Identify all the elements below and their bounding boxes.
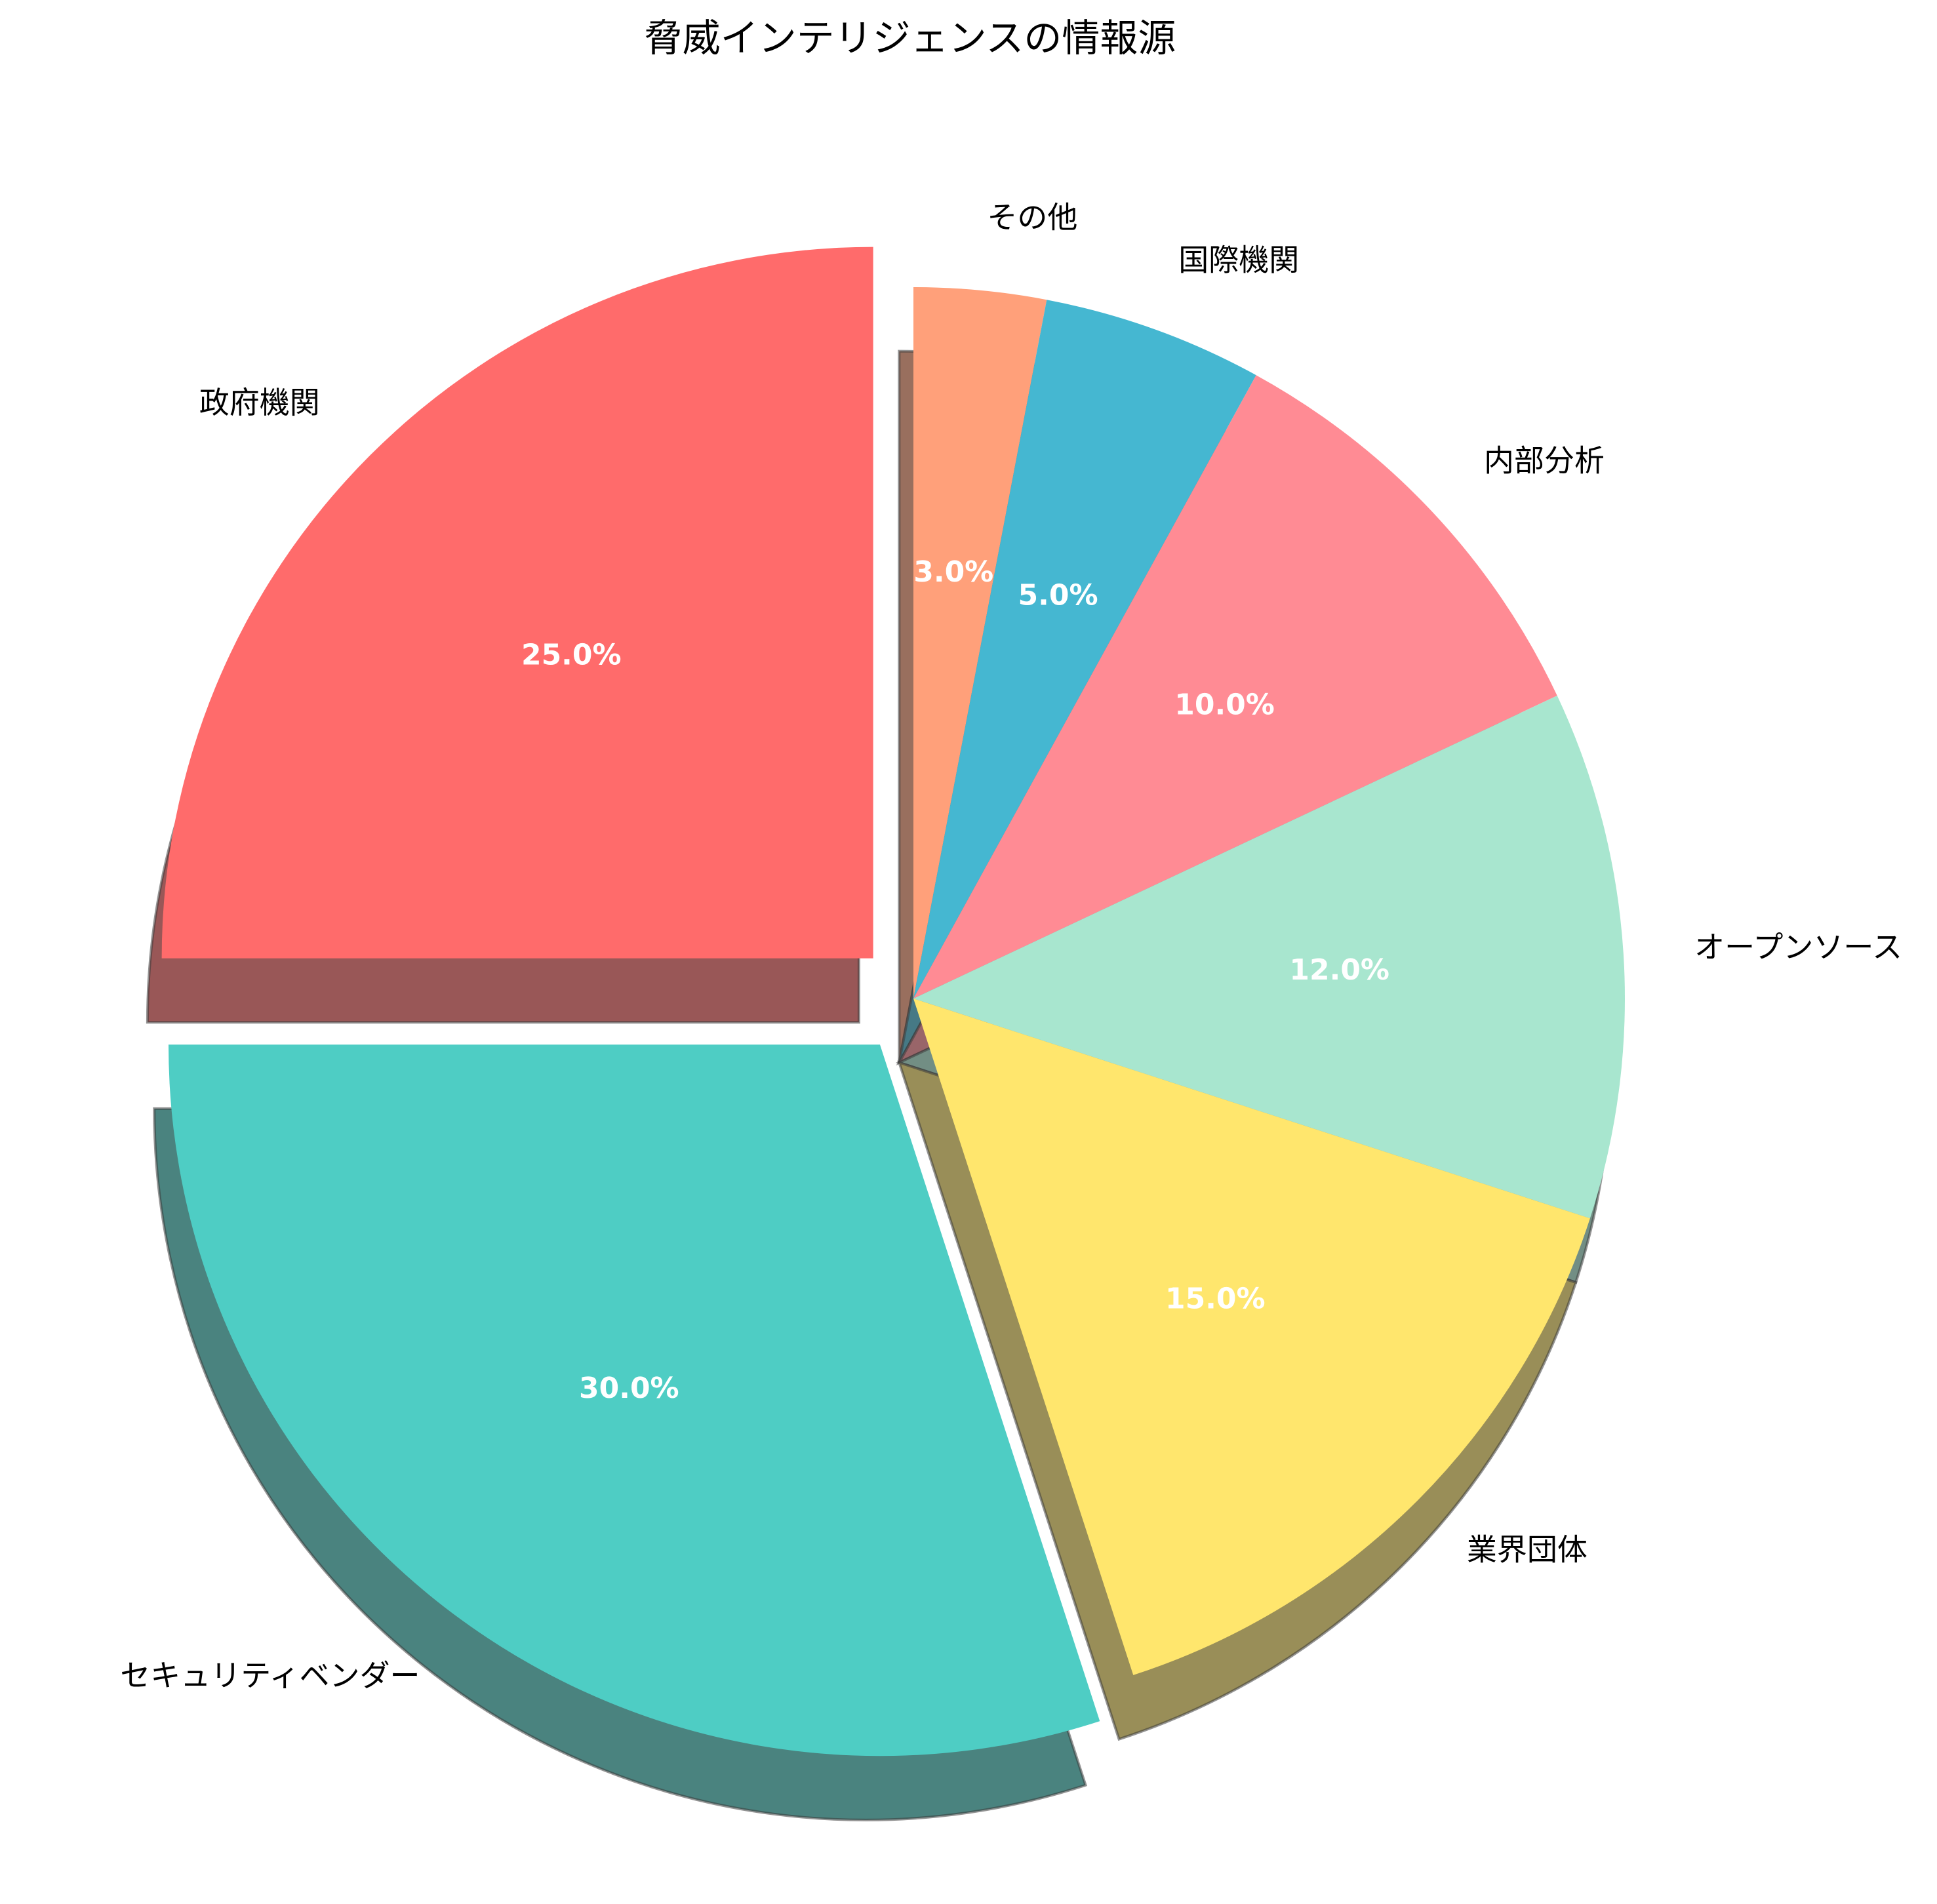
percent-labels: 3.0% 5.0% 10.0% 12.0% 15.0% 30.0% 25.0% (521, 555, 1389, 1405)
slice-1-wedge (913, 300, 1256, 999)
slice-1-percent: 5.0% (1018, 578, 1098, 612)
slice-6-percent: 25.0% (521, 638, 622, 671)
slice-5-wedge (168, 1044, 1100, 1756)
slice-6-wedge (161, 247, 873, 959)
slice-4-wedge (913, 999, 1590, 1675)
chart-title: 脅威インテリジェンスの情報源 (645, 16, 1176, 60)
slice-3-label: オープンソース (1694, 930, 1902, 965)
slice-6-label: 政府機関 (199, 385, 320, 420)
slice-0-wedge (913, 287, 1047, 999)
slice-3-percent: 12.0% (1289, 953, 1389, 987)
slice-5-label: セキュリティベンダー (120, 1657, 420, 1693)
slice-1-label: 国際機関 (1178, 243, 1299, 278)
slice-4-label: 業界団体 (1467, 1532, 1588, 1567)
slice-2-percent: 10.0% (1174, 688, 1275, 721)
slice-0-percent: 3.0% (913, 555, 993, 589)
slice-5-percent: 30.0% (579, 1372, 679, 1405)
slice-3-wedge (913, 696, 1625, 1219)
pie-slices (161, 247, 1625, 1756)
slice-4-percent: 15.0% (1165, 1282, 1266, 1315)
slice-0-label: その他 (987, 199, 1077, 235)
slice-2-wedge (913, 375, 1557, 999)
slice-2-label: 内部分析 (1484, 443, 1605, 478)
